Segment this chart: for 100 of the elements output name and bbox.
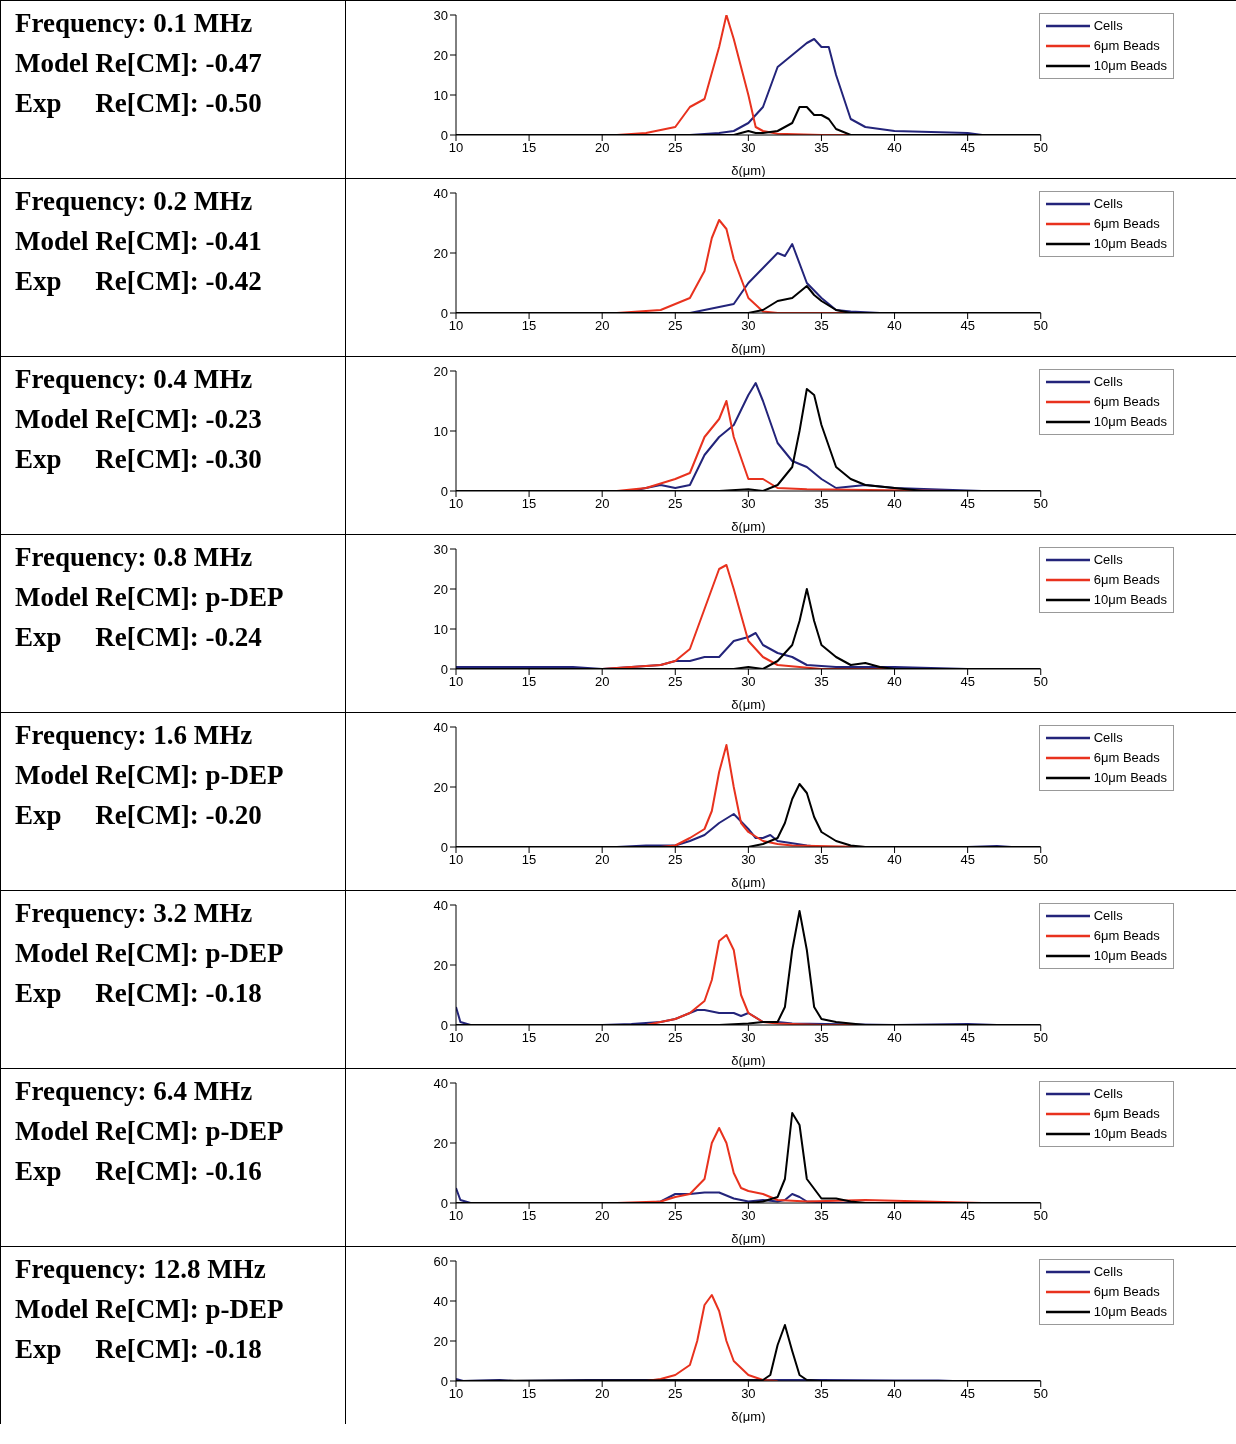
y-tick-label: 0 <box>440 839 448 855</box>
x-axis-title: δ(μm) <box>731 1231 766 1246</box>
x-tick-label: 25 <box>668 318 683 334</box>
x-tick-label: 35 <box>814 496 829 512</box>
x-tick-label: 40 <box>887 1208 902 1224</box>
y-tick-label: 20 <box>433 779 448 795</box>
x-tick-label: 50 <box>1033 674 1048 690</box>
x-tick-label: 25 <box>668 496 683 512</box>
x-tick-label: 20 <box>594 852 610 868</box>
y-tick-label: 40 <box>433 897 448 913</box>
text: Model Re[CM]: -0.41 <box>15 225 263 258</box>
y-tick-label: 60 <box>433 1253 448 1269</box>
y-tick-label: 0 <box>440 1373 448 1389</box>
legend-label: 10μm Beads <box>1093 57 1167 75</box>
y-tick-label: 20 <box>433 1135 448 1151</box>
x-tick-label: 20 <box>594 1208 610 1224</box>
x-tick-label: 40 <box>887 1030 902 1046</box>
x-tick-label: 30 <box>741 496 756 512</box>
x-tick-label: 50 <box>1033 1030 1048 1046</box>
legend-label: Cells <box>1093 729 1123 747</box>
legend-label: 10μm Beads <box>1093 769 1167 787</box>
legend-label: 10μm Beads <box>1093 235 1167 253</box>
x-tick-label: 30 <box>741 318 756 334</box>
y-tick-label: 10 <box>433 621 448 637</box>
text: Model Re[CM]: p-DEP <box>15 581 285 614</box>
legend-label: 6μm Beads <box>1093 1283 1160 1301</box>
legend-label: 6μm Beads <box>1093 37 1160 55</box>
x-tick-label: 20 <box>594 1030 610 1046</box>
text: Exp Re[CM]: -0.16 <box>15 1155 263 1188</box>
legend-label: 6μm Beads <box>1093 749 1160 767</box>
x-tick-label: 35 <box>814 1030 829 1046</box>
x-axis-title: δ(μm) <box>731 519 766 534</box>
x-tick-label: 40 <box>887 852 902 868</box>
y-tick-label: 0 <box>440 661 448 677</box>
x-axis-title: δ(μm) <box>731 163 766 178</box>
y-tick-label: 0 <box>440 305 448 321</box>
x-tick-label: 30 <box>741 1208 756 1224</box>
legend-label: 10μm Beads <box>1093 413 1167 431</box>
legend-label: 10μm Beads <box>1093 1303 1167 1321</box>
text: Exp Re[CM]: -0.20 <box>15 799 263 832</box>
x-tick-label: 20 <box>594 674 610 690</box>
text: Exp Re[CM]: -0.18 <box>15 1333 263 1366</box>
x-tick-label: 25 <box>668 1030 683 1046</box>
y-tick-label: 40 <box>433 719 448 735</box>
x-tick-label: 20 <box>594 1386 610 1402</box>
x-axis-title: δ(μm) <box>731 875 766 890</box>
text: Frequency: 0.2 MHz <box>15 185 254 218</box>
text: Frequency: 3.2 MHz <box>15 897 254 930</box>
y-tick-label: 10 <box>433 87 448 103</box>
x-tick-label: 35 <box>814 140 829 156</box>
text: Model Re[CM]: p-DEP <box>15 759 285 792</box>
x-tick-label: 15 <box>521 1030 537 1046</box>
x-tick-label: 35 <box>814 1208 829 1224</box>
y-tick-label: 20 <box>433 957 448 973</box>
text: Exp Re[CM]: -0.42 <box>15 265 263 298</box>
x-tick-label: 50 <box>1033 140 1048 156</box>
text: Exp Re[CM]: -0.50 <box>15 87 263 120</box>
x-tick-label: 45 <box>960 1030 975 1046</box>
text: Frequency: 6.4 MHz <box>15 1075 254 1108</box>
x-tick-label: 50 <box>1033 852 1048 868</box>
x-tick-label: 40 <box>887 674 902 690</box>
legend-label: 6μm Beads <box>1093 571 1160 589</box>
x-tick-label: 15 <box>521 140 537 156</box>
text: Frequency: 1.6 MHz <box>15 719 254 752</box>
x-tick-label: 35 <box>814 318 829 334</box>
x-tick-label: 40 <box>887 318 902 334</box>
x-tick-label: 45 <box>960 1386 975 1402</box>
text: Model Re[CM]: p-DEP <box>15 1293 285 1326</box>
x-tick-label: 25 <box>668 852 683 868</box>
x-axis-title: δ(μm) <box>731 341 766 356</box>
x-axis-title: δ(μm) <box>731 1409 766 1424</box>
text: Exp Re[CM]: -0.18 <box>15 977 263 1010</box>
x-tick-label: 45 <box>960 1208 975 1224</box>
legend-label: Cells <box>1093 551 1123 569</box>
legend-label: 6μm Beads <box>1093 927 1160 945</box>
text: Exp Re[CM]: -0.24 <box>15 621 263 654</box>
x-tick-label: 15 <box>521 1386 537 1402</box>
text: Frequency: 12.8 MHz <box>15 1253 267 1286</box>
text: Frequency: 0.4 MHz <box>15 363 254 396</box>
x-tick-label: 30 <box>741 1386 756 1402</box>
x-tick-label: 30 <box>741 1030 756 1046</box>
x-tick-label: 20 <box>594 140 610 156</box>
legend-label: Cells <box>1093 195 1123 213</box>
legend-label: Cells <box>1093 1263 1123 1281</box>
text: Model Re[CM]: p-DEP <box>15 1115 285 1148</box>
legend-label: 10μm Beads <box>1093 1125 1167 1143</box>
y-tick-label: 20 <box>433 47 448 63</box>
x-tick-label: 35 <box>814 852 829 868</box>
x-tick-label: 45 <box>960 496 975 512</box>
x-tick-label: 15 <box>521 674 537 690</box>
legend-label: Cells <box>1093 907 1123 925</box>
x-tick-label: 25 <box>668 1386 683 1402</box>
x-tick-label: 45 <box>960 318 975 334</box>
x-tick-label: 15 <box>521 1208 537 1224</box>
legend-label: Cells <box>1093 17 1123 35</box>
y-tick-label: 20 <box>433 1333 448 1349</box>
legend-label: Cells <box>1093 373 1123 391</box>
y-tick-label: 20 <box>433 245 448 261</box>
y-tick-label: 0 <box>440 1017 448 1033</box>
x-tick-label: 40 <box>887 140 902 156</box>
